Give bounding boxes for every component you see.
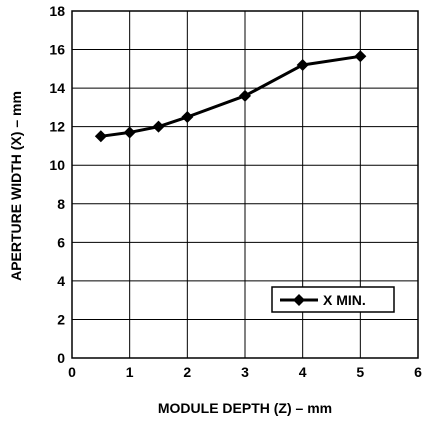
x-tick-label-3: 3 [241, 364, 249, 380]
legend-diamond-marker [293, 294, 305, 306]
legend-label: X MIN. [323, 292, 366, 308]
series-group [94, 50, 367, 143]
x-axis-tick-labels: 0 1 2 3 4 5 6 [68, 364, 422, 380]
x-tick-label-5: 5 [356, 364, 364, 380]
y-tick-label-6: 6 [57, 234, 65, 250]
series-line-0 [100, 54, 361, 138]
x-tick-label-6: 6 [414, 364, 422, 380]
y-tick-label-14: 14 [49, 80, 65, 96]
data-point-0-6 [354, 50, 367, 63]
y-tick-label-18: 18 [49, 3, 65, 19]
x-tick-label-4: 4 [299, 364, 307, 380]
data-point-0-0 [94, 130, 107, 143]
y-tick-label-10: 10 [49, 157, 65, 173]
y-axis-label: APERTURE WIDTH (X) – mm [8, 91, 24, 281]
data-point-0-5 [296, 58, 309, 71]
x-tick-label-1: 1 [126, 364, 134, 380]
y-tick-label-2: 2 [57, 311, 65, 327]
y-axis-tick-labels: 0 2 4 6 8 10 12 14 16 18 [49, 3, 65, 366]
y-tick-label-4: 4 [57, 273, 65, 289]
x-tick-label-2: 2 [183, 364, 191, 380]
y-tick-label-16: 16 [49, 42, 65, 58]
y-tick-label-0: 0 [57, 350, 65, 366]
legend: X MIN. [271, 286, 395, 313]
data-point-0-2 [152, 120, 165, 133]
plot-frame [71, 10, 419, 359]
x-axis-label: MODULE DEPTH (Z) – mm [158, 400, 332, 416]
x-tick-label-0: 0 [68, 364, 76, 380]
data-point-0-4 [239, 89, 251, 102]
y-tick-label-8: 8 [57, 196, 65, 212]
y-tick-label-12: 12 [49, 119, 65, 135]
data-point-0-3 [181, 111, 194, 124]
data-point-0-1 [123, 126, 136, 139]
